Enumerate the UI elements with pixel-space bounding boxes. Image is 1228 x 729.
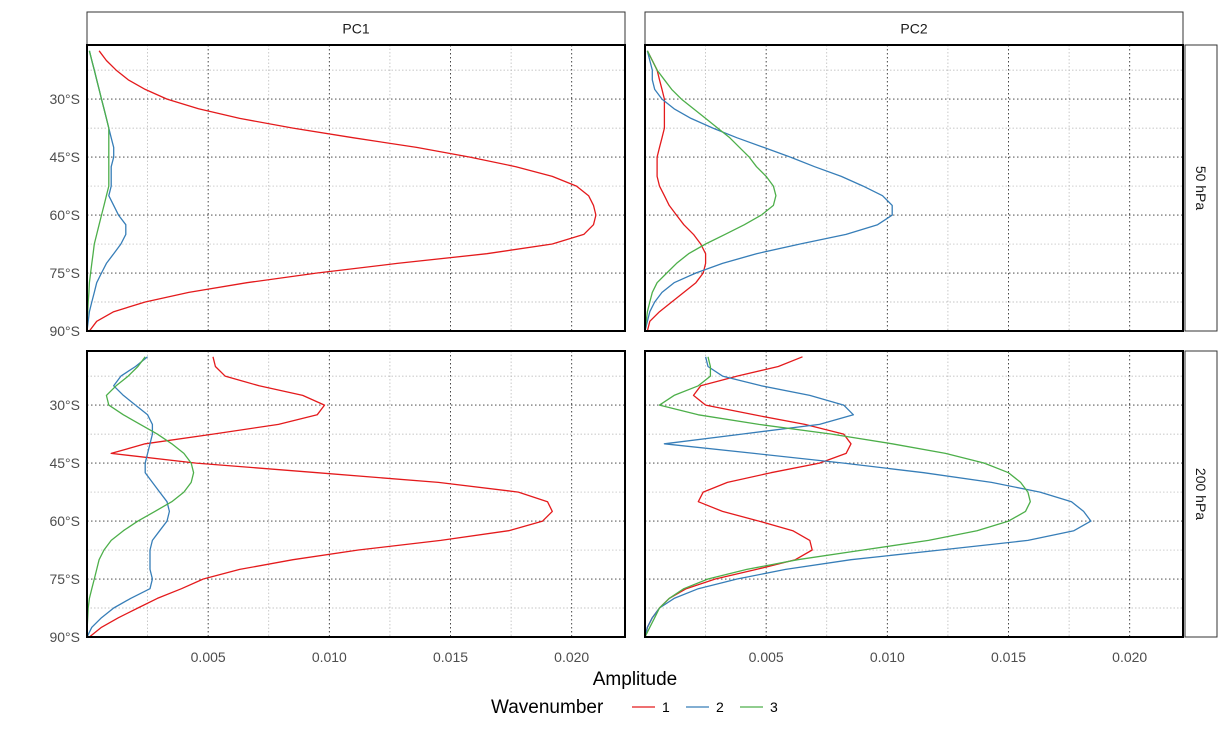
x-tick-label: 0.020	[554, 649, 589, 665]
y-tick-label: 90°S	[49, 323, 80, 339]
panel-pc1-50hpa	[86, 44, 626, 332]
x-tick-label: 0.010	[312, 649, 347, 665]
strip-label-pc2: PC2	[900, 21, 927, 37]
strip-pc1	[86, 11, 626, 46]
y-tick-label: 30°S	[49, 397, 80, 413]
legend-title: Wavenumber	[491, 697, 604, 718]
strip-label-pc1: PC1	[342, 21, 369, 37]
y-tick-label: 60°S	[49, 207, 80, 223]
series-line-wavenumber-1	[644, 356, 852, 638]
panel-pc1-200hpa	[86, 350, 626, 638]
strip-50-hpa	[1184, 44, 1218, 332]
x-tick-label: 0.020	[1112, 649, 1147, 665]
strip-label-50-hpa: 50 hPa	[1193, 166, 1209, 211]
series-line-wavenumber-2	[86, 50, 127, 332]
series-line-wavenumber-3	[86, 356, 195, 638]
series-line-wavenumber-2	[86, 356, 171, 638]
panel-border	[86, 44, 626, 332]
x-axis-title: Amplitude	[593, 669, 678, 690]
y-tick-label: 45°S	[49, 455, 80, 471]
y-tick-label: 30°S	[49, 91, 80, 107]
series-line-wavenumber-3	[644, 356, 1031, 638]
strip-200-hpa	[1184, 350, 1218, 638]
x-tick-label: 0.005	[191, 649, 226, 665]
series-line-wavenumber-3	[86, 50, 110, 332]
panel-pc2-50hpa	[644, 44, 1184, 332]
series-line-wavenumber-2	[644, 50, 893, 332]
x-tick-label: 0.015	[991, 649, 1026, 665]
series-line-wavenumber-3	[644, 50, 777, 332]
legend: Wavenumber 1 2 3	[491, 697, 778, 718]
y-tick-label: 60°S	[49, 513, 80, 529]
panel-pc2-200hpa	[644, 350, 1184, 638]
series-line-wavenumber-1	[646, 50, 707, 332]
y-tick-label: 75°S	[49, 571, 80, 587]
x-tick-label: 0.010	[870, 649, 905, 665]
legend-label-3: 3	[770, 699, 778, 715]
series-line-wavenumber-1	[88, 50, 597, 332]
y-tick-label: 90°S	[49, 629, 80, 645]
x-tick-label: 0.005	[749, 649, 784, 665]
x-tick-label: 0.015	[433, 649, 468, 665]
y-tick-label: 75°S	[49, 265, 80, 281]
strip-pc2	[644, 11, 1184, 46]
series-line-wavenumber-1	[88, 356, 553, 638]
strip-label-200-hpa: 200 hPa	[1193, 468, 1209, 520]
legend-label-2: 2	[716, 699, 724, 715]
panel-border	[644, 44, 1184, 332]
panel-border	[86, 350, 626, 638]
legend-label-1: 1	[662, 699, 670, 715]
series-line-wavenumber-2	[644, 356, 1092, 638]
y-tick-label: 45°S	[49, 149, 80, 165]
panel-border	[644, 350, 1184, 638]
